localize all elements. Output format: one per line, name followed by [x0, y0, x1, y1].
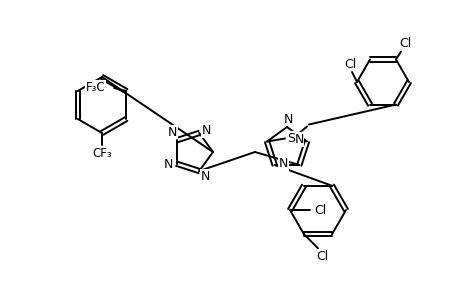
- Text: Cl: Cl: [313, 203, 325, 217]
- Text: N: N: [164, 158, 173, 171]
- Text: N: N: [168, 126, 177, 139]
- Text: N: N: [294, 133, 303, 146]
- Text: N: N: [278, 158, 288, 170]
- Text: S: S: [286, 132, 294, 145]
- Text: N: N: [201, 124, 210, 137]
- Text: Cl: Cl: [343, 58, 355, 70]
- Text: CF₃: CF₃: [92, 146, 112, 160]
- Text: Cl: Cl: [315, 250, 327, 263]
- Text: N: N: [200, 169, 209, 182]
- Text: N: N: [283, 112, 292, 125]
- Text: F₃C: F₃C: [85, 80, 105, 94]
- Text: Cl: Cl: [398, 37, 410, 50]
